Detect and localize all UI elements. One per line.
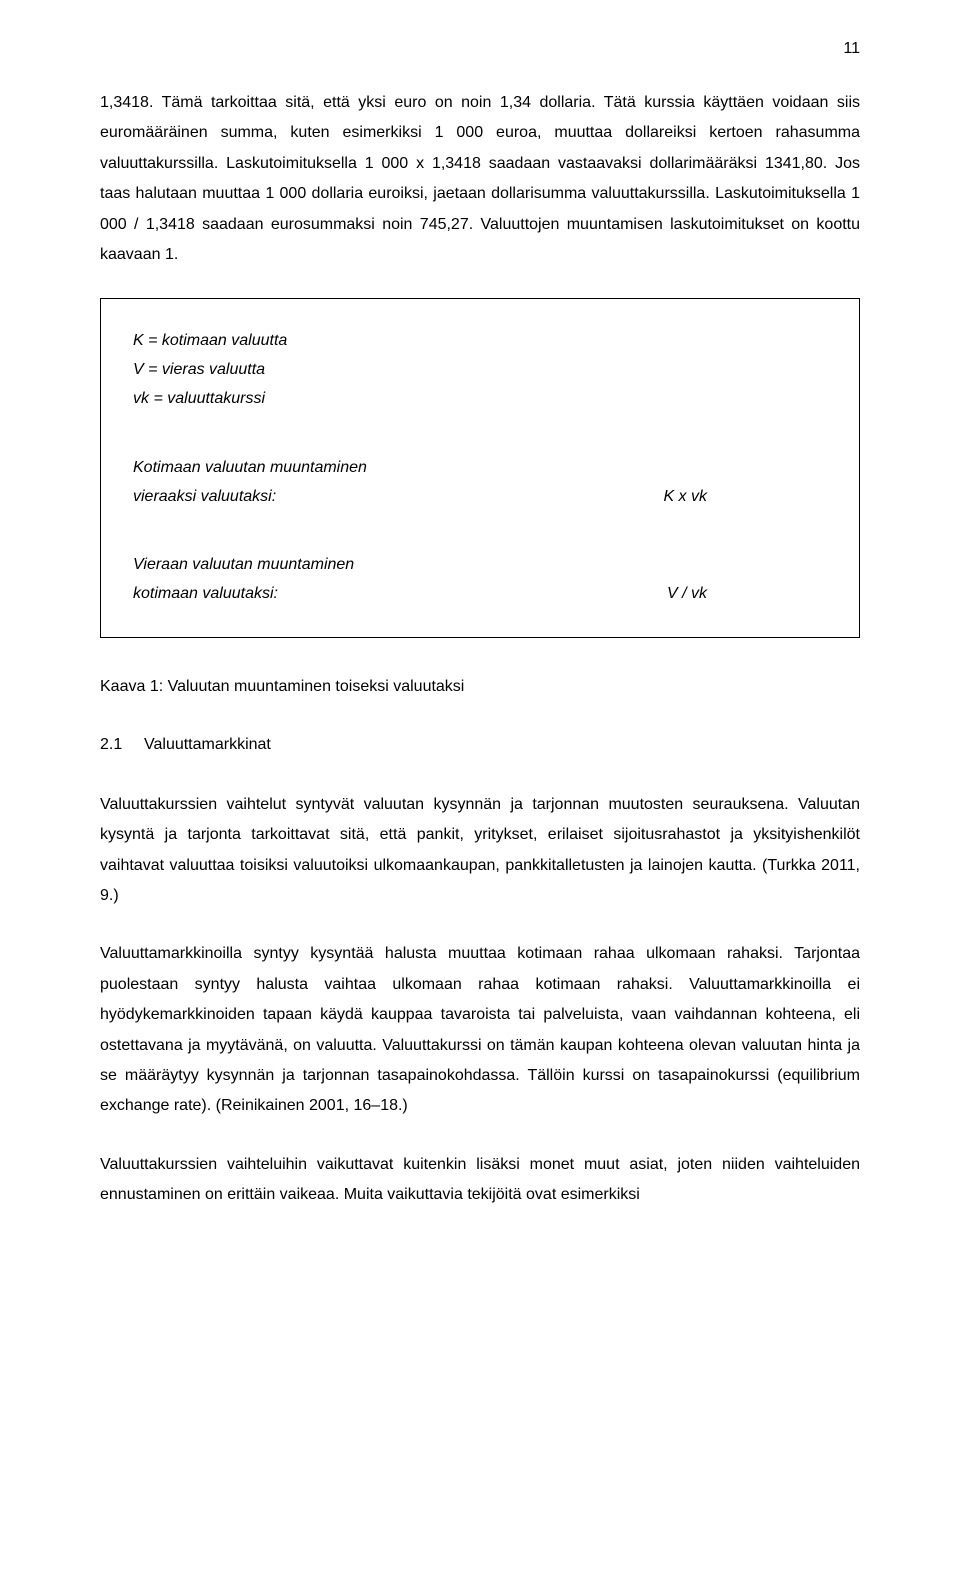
formula-caption: Kaava 1: Valuutan muuntaminen toiseksi v… (100, 678, 860, 696)
formula-lhs: vieraaksi valuutaksi: (133, 483, 276, 512)
body-paragraph: 1,3418. Tämä tarkoittaa sitä, että yksi … (100, 88, 860, 270)
definition-line: V = vieras valuutta (133, 356, 827, 385)
formula-rhs: K x vk (663, 483, 827, 512)
formula-rhs: V / vk (667, 580, 827, 609)
formula-heading: Vieraan valuutan muuntaminen (133, 551, 827, 580)
formula-box: K = kotimaan valuutta V = vieras valuutt… (100, 298, 860, 638)
formula-domestic-to-foreign: Kotimaan valuutan muuntaminen vieraaksi … (133, 454, 827, 512)
section-title: Valuuttamarkkinat (144, 736, 271, 753)
formula-definitions: K = kotimaan valuutta V = vieras valuutt… (133, 327, 827, 413)
formula-row: vieraaksi valuutaksi: K x vk (133, 483, 827, 512)
body-paragraph: Valuuttakurssien vaihtelut syntyvät valu… (100, 790, 860, 912)
section-number: 2.1 (100, 736, 144, 754)
section-heading: 2.1Valuuttamarkkinat (100, 736, 860, 754)
formula-row: kotimaan valuutaksi: V / vk (133, 580, 827, 609)
formula-lhs: kotimaan valuutaksi: (133, 580, 278, 609)
formula-foreign-to-domestic: Vieraan valuutan muuntaminen kotimaan va… (133, 551, 827, 609)
body-paragraph: Valuuttamarkkinoilla syntyy kysyntää hal… (100, 939, 860, 1121)
formula-heading: Kotimaan valuutan muuntaminen (133, 454, 827, 483)
definition-line: K = kotimaan valuutta (133, 327, 827, 356)
body-paragraph: Valuuttakurssien vaihteluihin vaikuttava… (100, 1150, 860, 1211)
document-page: 11 1,3418. Tämä tarkoittaa sitä, että yk… (0, 0, 960, 1279)
definition-line: vk = valuuttakurssi (133, 385, 827, 414)
page-number: 11 (100, 40, 860, 58)
